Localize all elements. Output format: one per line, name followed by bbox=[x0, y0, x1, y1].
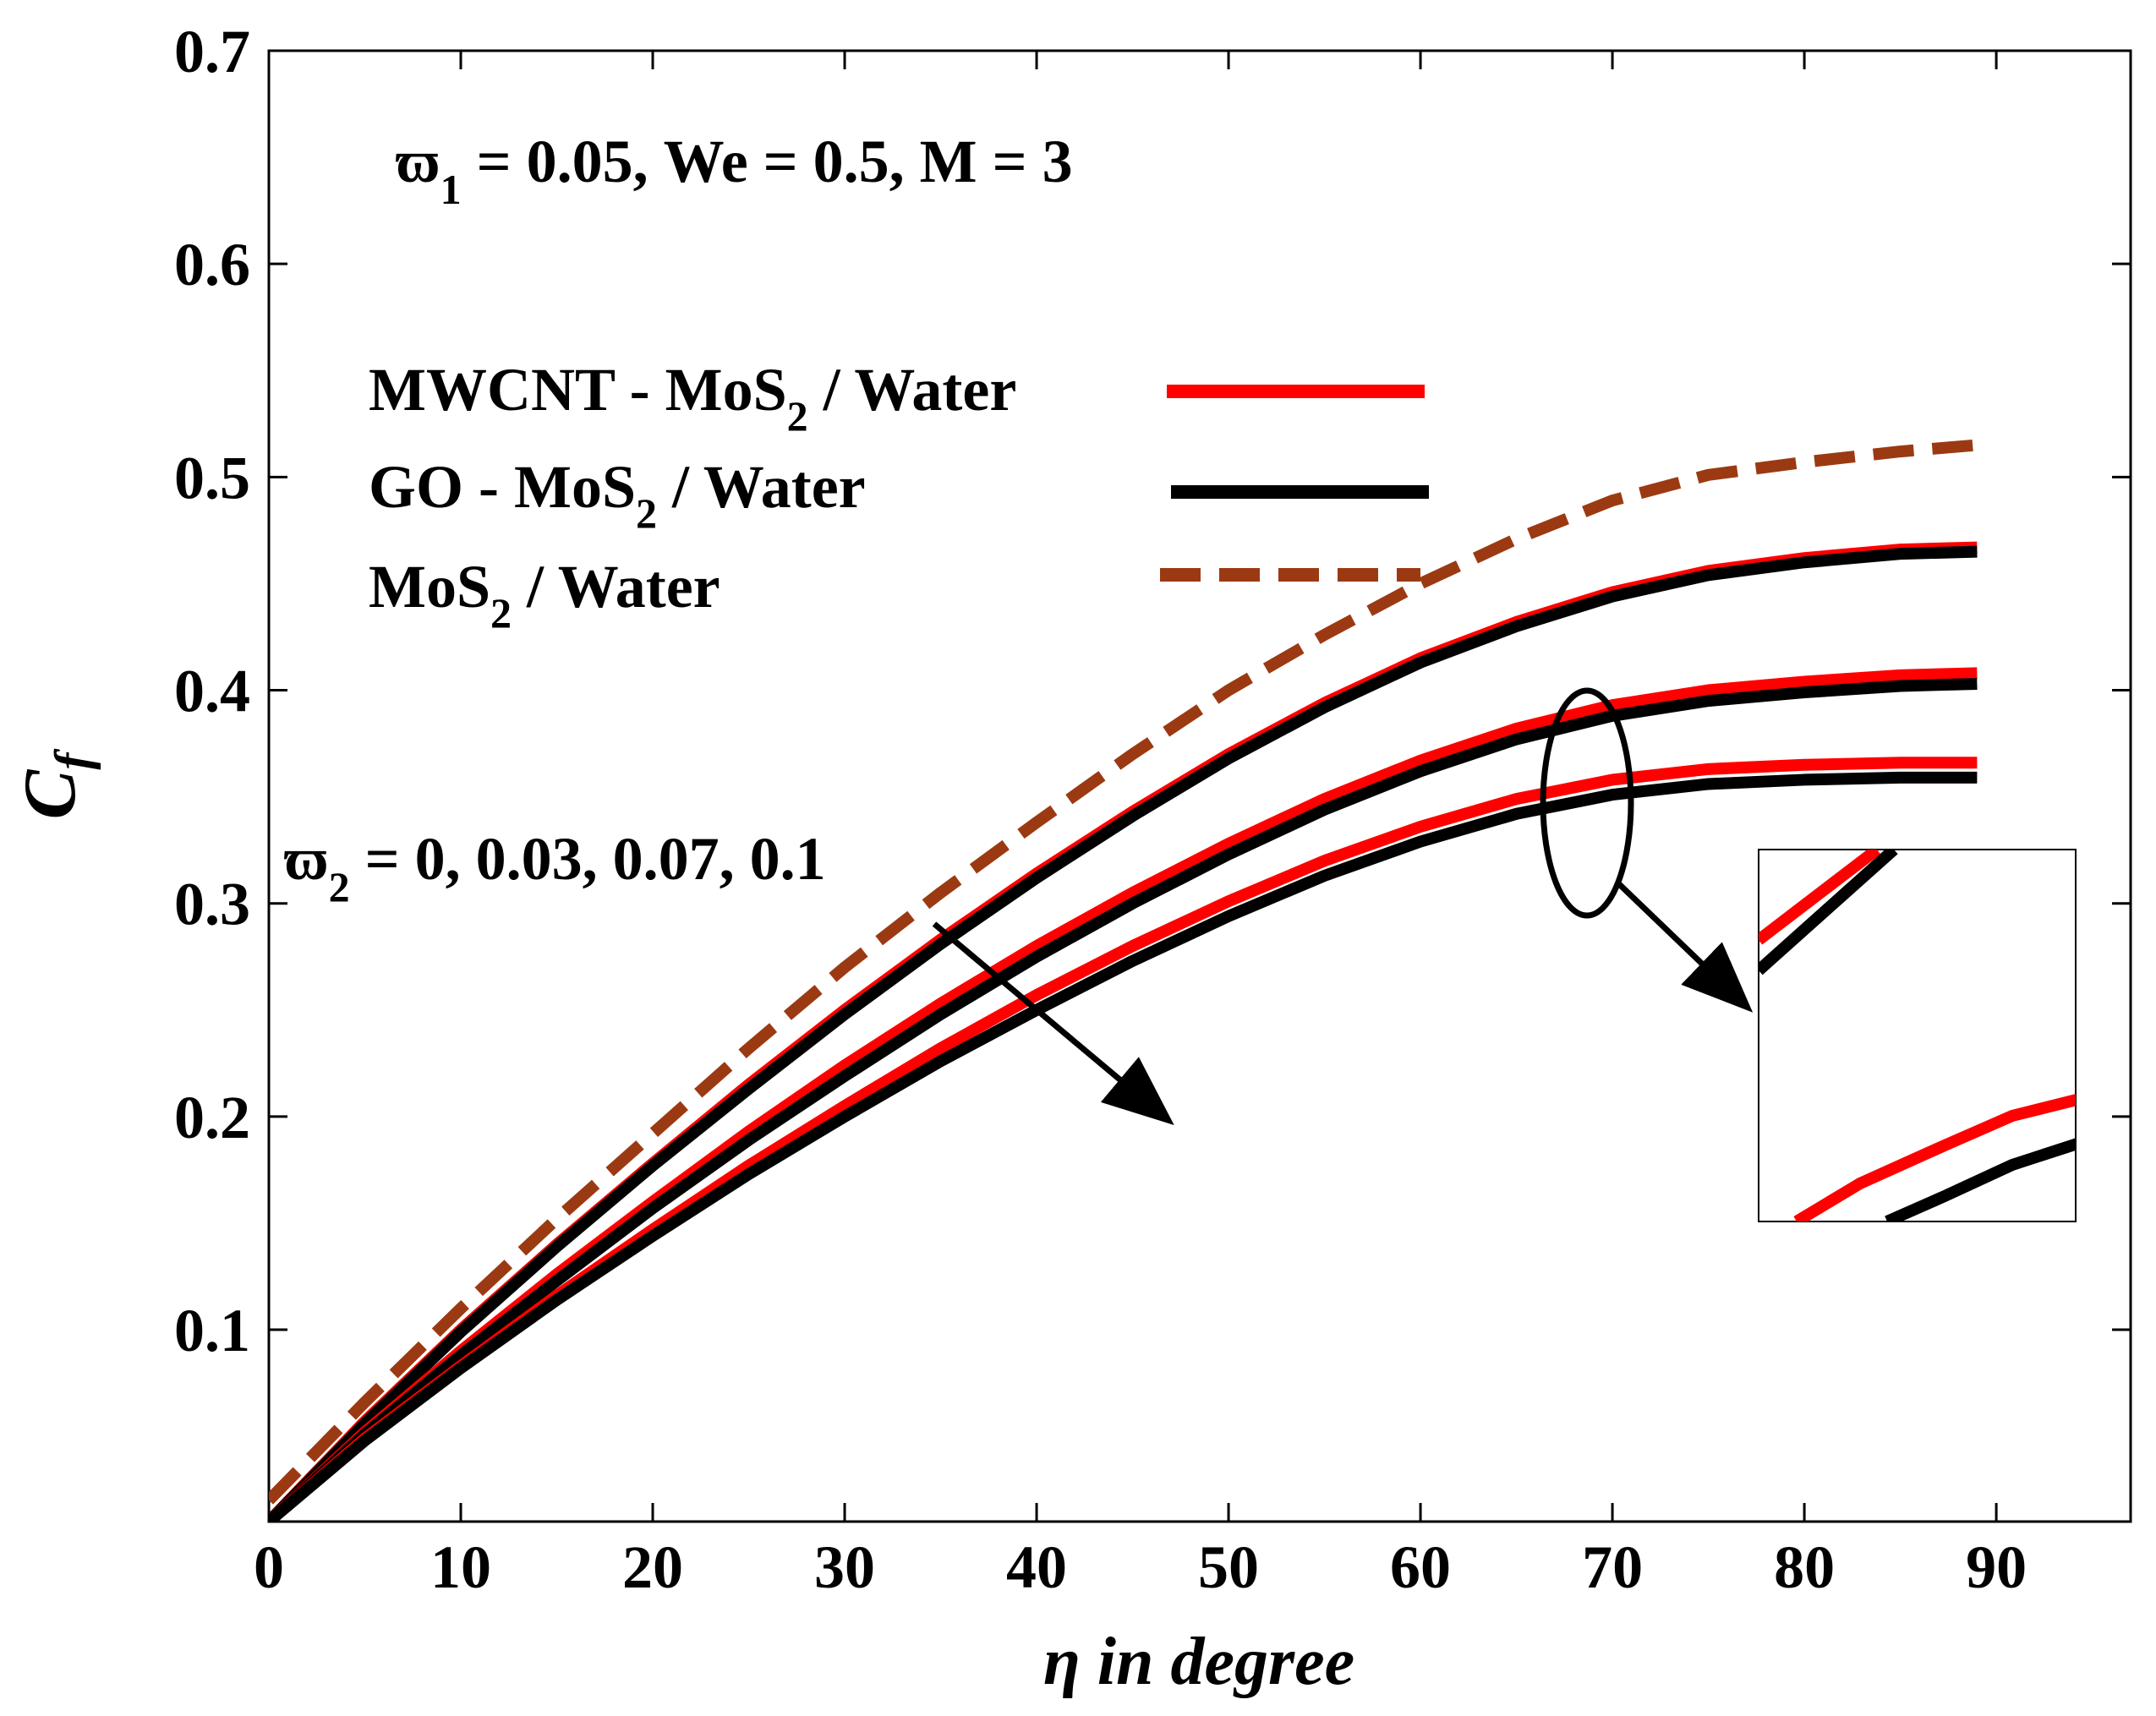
x-tick-label: 50 bbox=[1198, 1533, 1259, 1601]
legend-label-go: GO - MoS2 / Water bbox=[369, 453, 866, 537]
zoom-arrow bbox=[1614, 879, 1754, 1013]
omega2-annotation: ϖ2 = 0, 0.03, 0.07, 0.1 bbox=[284, 825, 826, 910]
x-tick-label: 90 bbox=[1966, 1533, 2027, 1601]
plot-frame bbox=[267, 49, 2132, 1523]
y-axis-label: Cf bbox=[9, 749, 101, 820]
params-annotation: ϖ1 = 0.05, We = 0.5, M = 3 bbox=[396, 128, 1073, 213]
y-tick-label: 0.2 bbox=[174, 1084, 250, 1151]
y-tick-label: 0.6 bbox=[174, 231, 250, 298]
series-line-6 bbox=[269, 771, 1978, 1522]
x-tick-label: 80 bbox=[1774, 1533, 1835, 1601]
x-axis-label: η in degree bbox=[1043, 1625, 1354, 1699]
x-tick-label: 70 bbox=[1582, 1533, 1643, 1601]
y-tick-label: 0.7 bbox=[174, 18, 250, 85]
legend-label-mwcnt: MWCNT - MoS2 / Water bbox=[369, 356, 1016, 440]
zoom-inset bbox=[1758, 849, 2077, 1222]
series-line-3 bbox=[269, 667, 1978, 1522]
series-line-0 bbox=[269, 439, 1978, 1505]
series-line-2 bbox=[269, 545, 1978, 1522]
inset-red-upper bbox=[1759, 850, 1881, 945]
zoom-ellipse bbox=[1540, 687, 1634, 919]
inset-black-upper bbox=[1759, 850, 1898, 975]
inset-black-lower bbox=[1885, 1138, 2076, 1221]
y-tick-label: 0.4 bbox=[174, 658, 250, 725]
legend-label-mos2: MoS2 / Water bbox=[369, 553, 720, 637]
legend: MWCNT - MoS2 / Water GO - MoS2 / Water M… bbox=[369, 356, 1429, 637]
x-tick-label: 10 bbox=[430, 1533, 491, 1601]
axis-ticks: 0 10 20 30 40 50 60 70 80 90 0.1 0.2 0.3 0.4 0.5 0.6 0.7 bbox=[174, 18, 2131, 1601]
y-tick-label: 0.1 bbox=[174, 1297, 250, 1364]
inset-red-lower bbox=[1793, 1094, 2076, 1221]
trend-arrow bbox=[932, 921, 1174, 1125]
y-tick-label: 0.5 bbox=[174, 444, 250, 511]
x-tick-label: 0 bbox=[254, 1533, 284, 1601]
y-tick-label: 0.3 bbox=[174, 871, 250, 938]
x-tick-label: 40 bbox=[1006, 1533, 1067, 1601]
series-line-4 bbox=[269, 677, 1978, 1522]
x-tick-label: 20 bbox=[622, 1533, 683, 1601]
x-tick-label: 30 bbox=[814, 1533, 875, 1601]
series-lines bbox=[269, 439, 1978, 1522]
x-tick-label: 60 bbox=[1390, 1533, 1451, 1601]
